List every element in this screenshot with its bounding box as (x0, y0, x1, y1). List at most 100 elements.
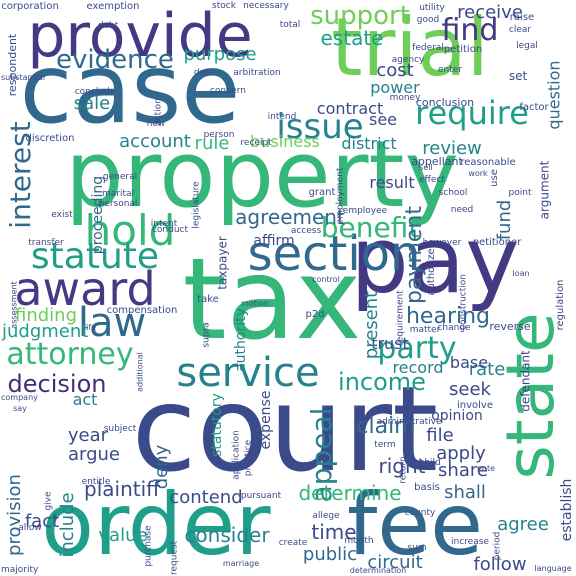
cloud-word-factor: factor (519, 102, 549, 113)
cloud-word-estate: estate (321, 26, 384, 50)
cloud-word-interest: interest (4, 121, 37, 228)
cloud-word-value: value (98, 525, 147, 546)
cloud-word-compensation: compensation (107, 305, 178, 316)
cloud-word-term: term (374, 440, 395, 450)
cloud-word-statutory: statutory (209, 393, 225, 457)
cloud-word-fact: fact (25, 511, 59, 532)
cloud-word-find: find (442, 13, 499, 48)
cloud-word-judgment: judgment (1, 321, 88, 342)
cloud-word-arbitration: arbitration (233, 68, 280, 78)
cloud-word-base: base (450, 353, 488, 372)
cloud-word-date: date (194, 68, 215, 78)
cloud-word-tax: tax (183, 235, 362, 365)
cloud-word-regulation: regulation (555, 280, 566, 331)
cloud-word-law: law (78, 300, 146, 346)
cloud-word-discretion: discretion (25, 133, 74, 144)
cloud-word-work: work (468, 169, 488, 178)
cloud-word-period: period (493, 532, 503, 561)
cloud-word-provide: provide (27, 1, 252, 71)
cloud-word-statute: statute (31, 236, 159, 277)
cloud-word-consider: consider (184, 523, 270, 547)
cloud-word-authorize: authorize (426, 248, 437, 295)
cloud-word-conduct: conduct (152, 225, 189, 235)
cloud-word-business: business (250, 132, 320, 151)
cloud-word-power: power (370, 78, 420, 97)
cloud-word-present: present (361, 291, 382, 359)
cloud-word-finding: finding (15, 305, 77, 326)
cloud-word-supra: supra (202, 322, 212, 347)
cloud-word-follow: follow (473, 554, 526, 575)
cloud-word-taxpayer: taxpayer (216, 236, 230, 290)
cloud-word-purchase: purchase (144, 525, 154, 567)
cloud-word-support: support (310, 1, 410, 31)
cloud-word-school: school (439, 188, 468, 198)
cloud-word-intent: intent (151, 219, 178, 229)
cloud-word-decision: decision (8, 370, 107, 398)
cloud-word-agreement: agreement (235, 205, 345, 229)
cloud-word-enter: enter (438, 65, 462, 75)
cloud-word-take: take (197, 294, 219, 305)
cloud-word-deny: deny (151, 444, 172, 489)
cloud-word-evidence: evidence (56, 45, 174, 75)
cloud-word-act: act (73, 390, 98, 409)
cloud-word-argue: argue (68, 444, 120, 465)
cloud-word-proceeding: proceeding (90, 176, 106, 254)
cloud-word-issue: issue (276, 107, 363, 147)
cloud-word-receipt: receipt (240, 138, 272, 148)
cloud-word-transfer: transfer (28, 238, 64, 248)
cloud-word-rule: rule (195, 133, 230, 154)
cloud-word-order: order (41, 475, 271, 575)
cloud-word-trust: trust (371, 334, 409, 353)
cloud-word-loan: loan (512, 269, 529, 278)
cloud-word-include: include (57, 492, 78, 557)
cloud-word-hold: hold (85, 206, 176, 255)
cloud-word-share: share (438, 460, 488, 481)
cloud-word-access: access (291, 226, 322, 236)
cloud-word-clear: clear (509, 25, 532, 35)
cloud-word-money: money (390, 93, 422, 103)
cloud-word-agency: agency (392, 55, 425, 65)
cloud-word-agree: agree (497, 514, 549, 535)
cloud-word-request: request (170, 540, 180, 575)
cloud-word-child: child (419, 458, 440, 468)
cloud-word-petitioner: petitioner (473, 237, 523, 248)
cloud-word-case: case (20, 33, 241, 145)
cloud-word-claim: claim (356, 414, 415, 439)
cloud-word-review: review (422, 138, 482, 159)
cloud-word-appeal: appeal (305, 408, 338, 503)
cloud-word-motion: motion (241, 299, 269, 308)
cloud-word-public: public (303, 544, 357, 565)
cloud-word-concern: concern (210, 86, 246, 96)
cloud-word-entitle: entitle (82, 477, 111, 487)
cloud-word-allege: allege (312, 511, 340, 521)
cloud-word-employment: employment (336, 167, 346, 224)
cloud-word-basis: basis (414, 482, 440, 493)
cloud-word-federal: federal (412, 43, 444, 53)
cloud-word-return: return (399, 456, 409, 484)
cloud-word-service: service (176, 350, 319, 396)
cloud-word-benefit: benefit (321, 211, 420, 244)
cloud-word-sell: sell (419, 163, 433, 172)
cloud-word-assessment: assessment (10, 281, 19, 328)
cloud-word-conclusion: conclusion (416, 96, 474, 109)
cloud-word-person: person (204, 130, 235, 140)
cloud-word-expense: expense (258, 391, 274, 450)
cloud-word-good: good (417, 15, 439, 25)
cloud-word-month: month (344, 536, 373, 546)
cloud-word-conclude: conclude (75, 87, 116, 97)
cloud-word-appellant: appellant (411, 155, 463, 168)
cloud-word-trial: trial (331, 1, 489, 94)
cloud-word-grant: grant (309, 187, 336, 198)
cloud-word-opinion: opinion (431, 408, 483, 424)
cloud-word-sale: sale (74, 93, 110, 114)
cloud-word-construction: construction (459, 274, 469, 330)
cloud-word-raise: raise (510, 12, 534, 23)
cloud-word-establish: establish (559, 479, 575, 542)
cloud-word-administrative: administrative (376, 417, 441, 427)
cloud-word-new: new (147, 119, 166, 129)
cloud-word-shall: shall (444, 482, 486, 503)
cloud-word-section: section (248, 226, 421, 282)
cloud-word-marital: marital (102, 189, 134, 199)
